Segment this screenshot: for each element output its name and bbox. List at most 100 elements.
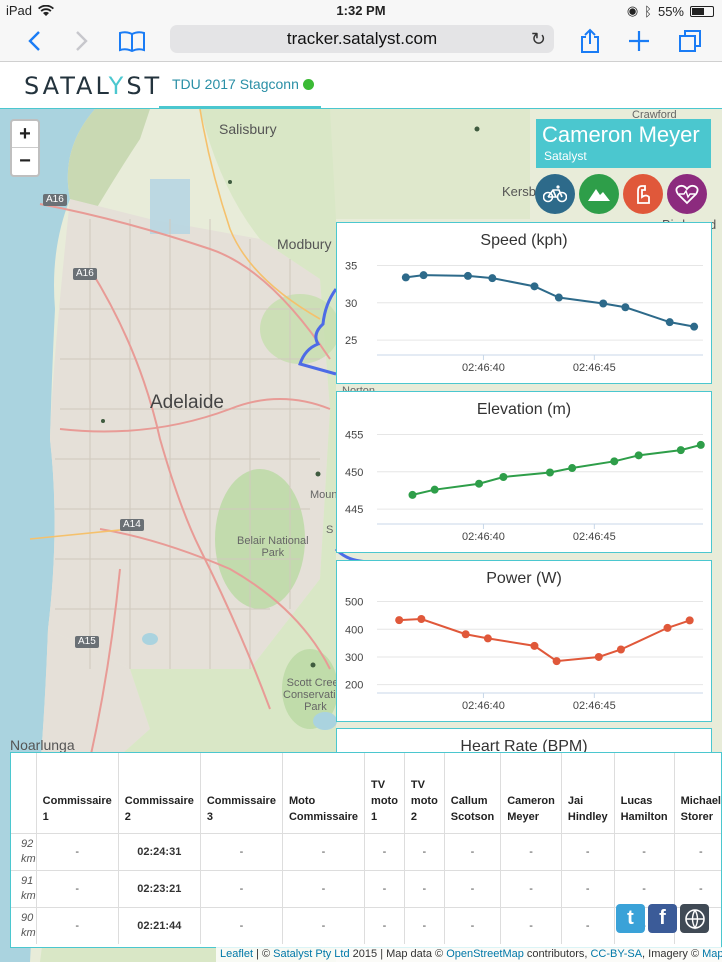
orientation-lock-icon: ◉ — [626, 3, 639, 18]
tabs-button[interactable] — [674, 26, 706, 56]
chevron-left-icon — [28, 31, 40, 51]
table-row: 92 km-02:24:31---------- — [11, 832, 721, 870]
table-cell: 02:23:21 — [118, 869, 201, 907]
chart-title: Power (W) — [486, 570, 562, 587]
data-point — [663, 623, 672, 632]
y-tick-label: 35 — [345, 260, 357, 272]
elevation-button[interactable] — [579, 174, 619, 214]
bookmarks-button[interactable] — [116, 26, 148, 56]
data-point — [616, 645, 625, 654]
data-point — [665, 318, 674, 327]
table-cell: - — [36, 906, 119, 944]
column-header: Commissaire 1 — [36, 753, 119, 833]
road-shield: A14 — [120, 519, 144, 531]
table-cell: - — [614, 869, 675, 907]
battery-percent: 55% — [657, 3, 684, 19]
data-point — [552, 657, 561, 666]
data-point — [530, 282, 539, 291]
attribution-text: | © — [253, 948, 274, 960]
mountain-icon — [588, 189, 610, 201]
data-point — [475, 479, 484, 488]
share-icon — [581, 28, 599, 53]
facebook-icon: f — [659, 907, 666, 929]
tab-stage[interactable]: TDU 2017 Stagconn — [159, 72, 321, 109]
zoom-in-button[interactable]: + — [12, 121, 38, 148]
x-tick-label: 02:46:40 — [462, 362, 505, 374]
x-tick-label: 02:46:45 — [573, 700, 616, 712]
map-label-noarlunga: Noarlunga — [10, 737, 75, 753]
data-point — [610, 457, 619, 466]
column-header: Callum Scotson — [444, 753, 502, 833]
data-point — [417, 615, 426, 624]
satalyst-link[interactable]: Satalyst Pty Ltd — [273, 948, 350, 960]
book-icon — [119, 31, 145, 52]
data-point — [401, 273, 410, 282]
data-point — [621, 303, 630, 312]
data-point — [488, 274, 497, 283]
data-point — [463, 271, 472, 280]
row-distance-label: 90 km — [11, 906, 37, 944]
leaflet-link[interactable]: Leaflet — [220, 948, 254, 960]
live-status-dot — [302, 79, 314, 90]
power-button[interactable] — [623, 174, 663, 214]
y-tick-label: 300 — [345, 652, 363, 664]
openstreetmap-link[interactable]: OpenStreetMap — [446, 948, 524, 960]
map-label-kersb: Kersb — [502, 184, 536, 199]
facebook-button[interactable]: f — [648, 904, 677, 933]
twitter-button[interactable]: t — [616, 904, 645, 933]
data-point — [419, 271, 428, 280]
clock: 1:32 PM — [336, 3, 386, 18]
speed-button[interactable] — [535, 174, 575, 214]
map-label-belair: Belair National Park — [237, 535, 309, 559]
rider-name: Cameron Meyer — [542, 122, 700, 147]
data-point — [545, 468, 554, 477]
power-chart: 200 300 400 500 02:46:40 02:46:45 — [345, 597, 703, 712]
speed-chart: 25 30 35 02:46:40 02:46:45 — [345, 260, 703, 374]
table-cell: - — [364, 869, 405, 907]
data-point — [408, 490, 417, 499]
table-cell: - — [444, 869, 502, 907]
license-link[interactable]: CC-BY-SA — [590, 948, 643, 960]
y-tick-label: 25 — [345, 335, 357, 347]
zoom-out-button[interactable]: − — [19, 150, 31, 172]
tab-label: TDU 2017 Stagconn — [172, 76, 299, 92]
table-corner-cell — [11, 753, 37, 833]
table-cell: - — [282, 832, 366, 870]
table-cell: - — [404, 832, 445, 870]
data-point — [690, 322, 699, 331]
forward-button[interactable] — [66, 26, 98, 56]
table-cell: - — [444, 906, 502, 944]
map-attribution: Leaflet | © Satalyst Pty Ltd 2015 | Map … — [216, 947, 722, 962]
app-header: SATALYST TDU 2017 Stagconn — [0, 62, 722, 109]
back-button[interactable] — [18, 26, 50, 56]
y-tick-label: 450 — [345, 467, 363, 479]
satalyst-logo[interactable]: SATALYST — [24, 72, 163, 100]
road-shield: A15 — [75, 636, 99, 648]
mapbox-link[interactable]: Mapbox — [702, 948, 722, 960]
new-tab-button[interactable] — [623, 26, 655, 56]
column-header: Michael Storer — [674, 753, 721, 833]
column-header: Lucas Hamilton — [614, 753, 675, 833]
series-line — [412, 443, 702, 496]
y-tick-label: 500 — [345, 597, 363, 609]
reload-icon[interactable]: ↻ — [530, 29, 546, 49]
table-cell: - — [561, 869, 615, 907]
zoom-control: + − — [10, 119, 40, 177]
share-button[interactable] — [574, 26, 606, 56]
chart-title: Heart Rate (BPM) — [460, 738, 588, 755]
url-bar[interactable]: tracker.satalyst.com ↻ — [170, 25, 554, 53]
data-point — [696, 440, 705, 449]
battery-icon — [690, 5, 714, 17]
data-point — [634, 451, 643, 460]
data-point — [430, 485, 439, 494]
data-point — [568, 464, 577, 473]
elevation-chart-panel: 445 450 455 02:46:40 02:46:45 Elevation (m) — [336, 391, 712, 553]
column-header: Cameron Meyer — [500, 753, 562, 833]
heart-rate-button[interactable] — [667, 174, 707, 214]
x-tick-label: 02:46:40 — [462, 531, 505, 543]
map-label-adelaide: Adelaide — [150, 392, 224, 413]
column-header: Commissaire 2 — [118, 753, 201, 833]
website-button[interactable] — [680, 904, 709, 933]
series-line — [405, 274, 695, 328]
